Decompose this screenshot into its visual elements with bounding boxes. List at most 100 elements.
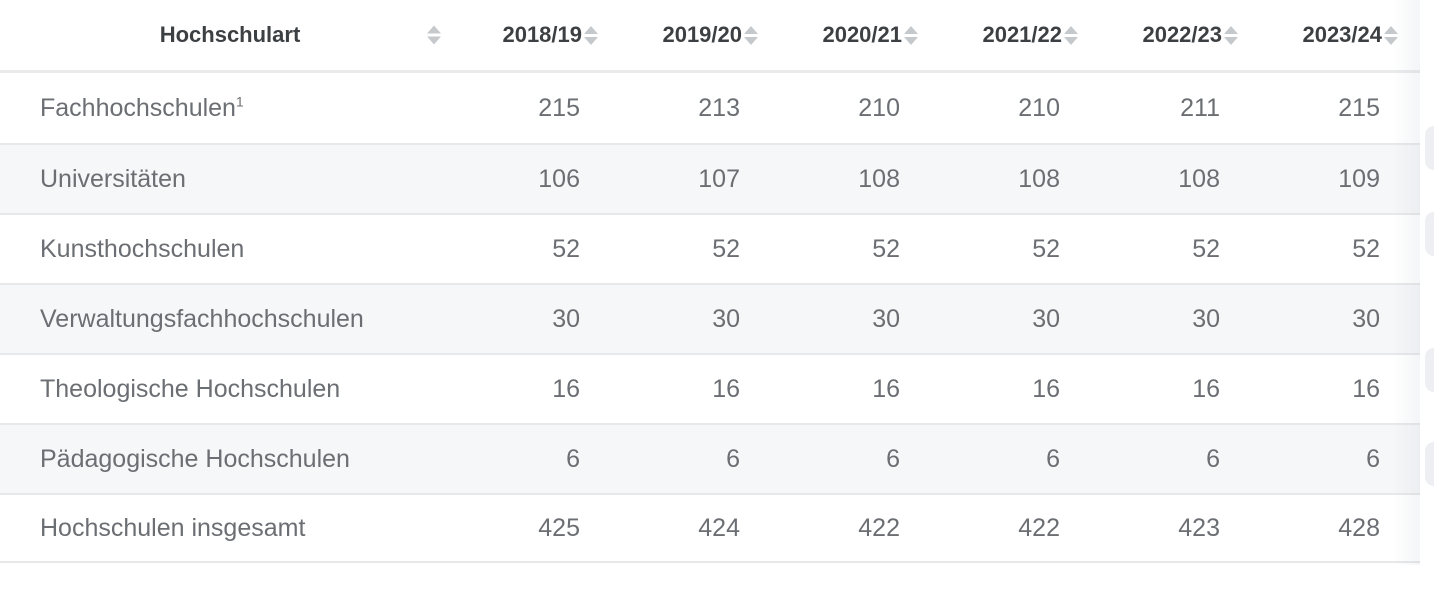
table-cell: 211 bbox=[1180, 93, 1220, 122]
row-label: Verwaltungsfachhochschulen bbox=[0, 283, 460, 353]
table-cell: 30 bbox=[1260, 283, 1420, 353]
table-cell: 16 bbox=[940, 353, 1100, 423]
gutter-decoration bbox=[1425, 442, 1434, 486]
table-cell: 422 bbox=[780, 493, 940, 563]
right-edge-gutter bbox=[1420, 0, 1434, 592]
column-header-2021-22[interactable]: 2021/22 bbox=[940, 0, 1100, 73]
row-label: Kunsthochschulen bbox=[0, 213, 460, 283]
table-cell: 215 bbox=[538, 93, 580, 122]
column-header-label: 2021/22 bbox=[982, 22, 1062, 47]
table-row-verwaltungsfachhochschulen: Verwaltungsfachhochschulen 30 30 30 30 3… bbox=[0, 283, 1420, 353]
row-label: Pädagogische Hochschulen bbox=[0, 423, 460, 493]
table-cell: 423 bbox=[1100, 493, 1260, 563]
table-cell: 425 bbox=[460, 493, 620, 563]
table-cell: 107 bbox=[620, 143, 780, 213]
table-row-kunsthochschulen: Kunsthochschulen 52 52 52 52 52 52 bbox=[0, 213, 1420, 283]
sort-icon[interactable] bbox=[744, 25, 758, 45]
table-row-fachhochschulen: Fachhochschulen1 215 213 210 210 211 215 bbox=[0, 73, 1420, 143]
table-cell: 16 bbox=[780, 353, 940, 423]
table-header-row: Hochschulart 2018/19 bbox=[0, 0, 1420, 73]
table-cell: 210 bbox=[858, 93, 900, 122]
sort-icon[interactable] bbox=[904, 25, 918, 45]
table-row-theologische-hochschulen: Theologische Hochschulen 16 16 16 16 16 … bbox=[0, 353, 1420, 423]
sort-icon[interactable] bbox=[1384, 25, 1398, 45]
sort-down-arrow bbox=[1384, 36, 1398, 45]
table-cell: 30 bbox=[460, 283, 620, 353]
table-cell: 16 bbox=[460, 353, 620, 423]
table-cell: 108 bbox=[940, 143, 1100, 213]
sort-up-arrow bbox=[1064, 25, 1078, 34]
table-cell: 109 bbox=[1260, 143, 1420, 213]
row-label: Universitäten bbox=[0, 143, 460, 213]
sort-icon[interactable] bbox=[1064, 25, 1078, 45]
table-cell: 422 bbox=[940, 493, 1100, 563]
table-cell: 52 bbox=[940, 213, 1100, 283]
sort-up-arrow bbox=[1224, 25, 1238, 34]
sort-down-arrow bbox=[904, 36, 918, 45]
sort-down-arrow bbox=[1064, 36, 1078, 45]
sort-up-arrow bbox=[904, 25, 918, 34]
table-cell: 30 bbox=[780, 283, 940, 353]
column-header-2018-19[interactable]: 2018/19 bbox=[460, 0, 620, 73]
table-row-paedagogische-hochschulen: Pädagogische Hochschulen 6 6 6 6 6 6 bbox=[0, 423, 1420, 493]
column-header-2020-21[interactable]: 2020/21 bbox=[780, 0, 940, 73]
sort-down-arrow bbox=[584, 36, 598, 45]
gutter-decoration bbox=[1425, 212, 1434, 256]
sort-up-arrow bbox=[1384, 25, 1398, 34]
column-header-2023-24[interactable]: 2023/24 bbox=[1260, 0, 1420, 73]
table-cell: 6 bbox=[1260, 423, 1420, 493]
table-cell: 6 bbox=[620, 423, 780, 493]
column-header-label: 2019/20 bbox=[662, 22, 742, 47]
hochschulen-table: Hochschulart 2018/19 bbox=[0, 0, 1420, 563]
column-header-label: 2020/21 bbox=[822, 22, 902, 47]
sort-icon[interactable] bbox=[584, 25, 598, 45]
column-header-label: 2018/19 bbox=[502, 22, 582, 47]
table-cell: 16 bbox=[620, 353, 780, 423]
table-cell: 52 bbox=[460, 213, 620, 283]
table-cell: 213 bbox=[698, 93, 740, 122]
column-header-2019-20[interactable]: 2019/20 bbox=[620, 0, 780, 73]
column-header-label: 2022/23 bbox=[1142, 22, 1222, 47]
table-cell: 108 bbox=[1100, 143, 1260, 213]
table-cell: 16 bbox=[1100, 353, 1260, 423]
table-cell: 215 bbox=[1338, 93, 1380, 122]
table-cell: 108 bbox=[780, 143, 940, 213]
table-cell: 30 bbox=[620, 283, 780, 353]
table-cell: 52 bbox=[1260, 213, 1420, 283]
hochschulen-table-container: Hochschulart 2018/19 bbox=[0, 0, 1434, 565]
table-cell: 6 bbox=[460, 423, 620, 493]
table-cell: 424 bbox=[620, 493, 780, 563]
sort-up-arrow bbox=[427, 25, 441, 34]
table-cell: 52 bbox=[1100, 213, 1260, 283]
row-label: Hochschulen insgesamt bbox=[0, 493, 460, 563]
column-header-label: 2023/24 bbox=[1302, 22, 1382, 47]
table-cell: 16 bbox=[1260, 353, 1420, 423]
sort-up-arrow bbox=[744, 25, 758, 34]
table-cell: 30 bbox=[940, 283, 1100, 353]
column-header-label: Hochschulart bbox=[159, 22, 301, 47]
gutter-decoration bbox=[1425, 126, 1434, 170]
table-cell: 6 bbox=[1100, 423, 1260, 493]
row-label: Theologische Hochschulen bbox=[0, 353, 460, 423]
table-cell: 6 bbox=[940, 423, 1100, 493]
gutter-decoration bbox=[1425, 348, 1434, 392]
sort-icon[interactable] bbox=[1224, 25, 1238, 45]
table-cell: 52 bbox=[780, 213, 940, 283]
table-row-hochschulen-insgesamt: Hochschulen insgesamt 425 424 422 422 42… bbox=[0, 493, 1420, 563]
sort-down-arrow bbox=[1224, 36, 1238, 45]
sort-down-arrow bbox=[744, 36, 758, 45]
table-cell: 210 bbox=[1018, 93, 1060, 122]
sort-up-arrow bbox=[584, 25, 598, 34]
footnote-marker: 1 bbox=[235, 94, 244, 110]
table-cell: 30 bbox=[1100, 283, 1260, 353]
table-cell: 428 bbox=[1260, 493, 1420, 563]
table-row-universitaeten: Universitäten 106 107 108 108 108 109 bbox=[0, 143, 1420, 213]
sort-down-arrow bbox=[427, 36, 441, 45]
column-header-2022-23[interactable]: 2022/23 bbox=[1100, 0, 1260, 73]
table-cell: 52 bbox=[620, 213, 780, 283]
table-cell: 6 bbox=[780, 423, 940, 493]
sort-icon[interactable] bbox=[427, 25, 441, 45]
column-header-hochschulart[interactable]: Hochschulart bbox=[0, 0, 460, 73]
row-label: Fachhochschulen1 bbox=[40, 93, 244, 122]
table-cell: 106 bbox=[460, 143, 620, 213]
